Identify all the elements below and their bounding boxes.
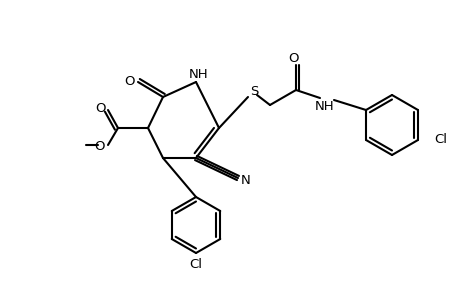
Text: NH: NH	[314, 100, 334, 112]
Text: Cl: Cl	[433, 133, 446, 146]
Text: O: O	[124, 74, 135, 88]
Text: Cl: Cl	[189, 257, 202, 271]
Text: O: O	[95, 140, 105, 152]
Text: N: N	[241, 175, 250, 188]
Text: O: O	[288, 52, 299, 64]
Text: S: S	[249, 85, 257, 98]
Text: NH: NH	[189, 68, 208, 80]
Text: O: O	[95, 101, 106, 115]
